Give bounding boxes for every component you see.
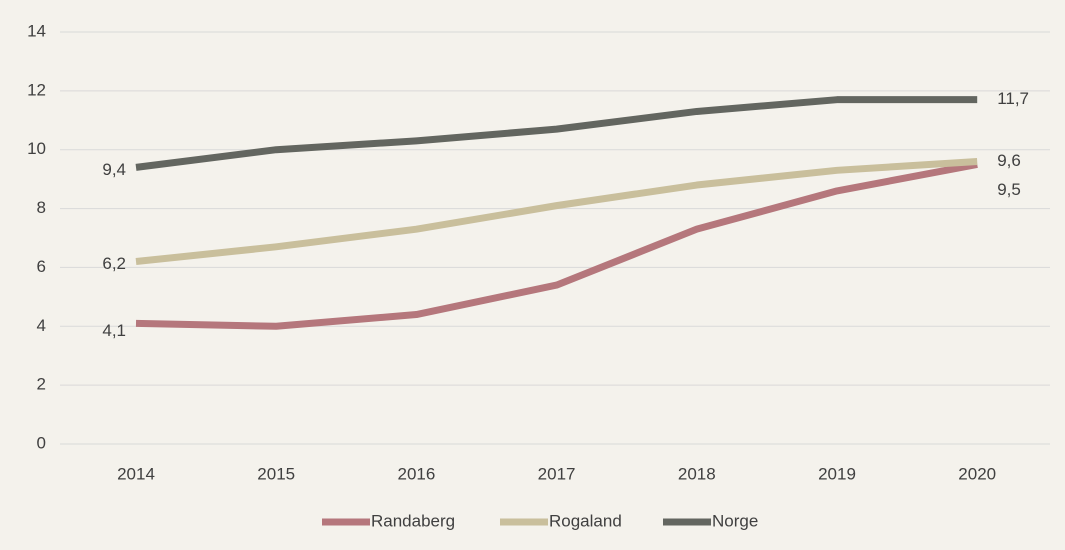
x-tick-label: 2017 bbox=[538, 464, 576, 483]
data-label: 9,4 bbox=[102, 160, 126, 179]
x-tick-label: 2020 bbox=[958, 464, 996, 483]
x-tick-label: 2014 bbox=[117, 464, 155, 483]
y-tick-label: 0 bbox=[37, 433, 46, 452]
data-label: 9,6 bbox=[997, 151, 1021, 170]
y-tick-label: 14 bbox=[27, 21, 46, 40]
legend-label: Norge bbox=[712, 511, 758, 530]
legend-label: Randaberg bbox=[371, 511, 455, 530]
series-line bbox=[135, 96, 978, 171]
series-line bbox=[135, 157, 978, 266]
x-tick-label: 2015 bbox=[257, 464, 295, 483]
y-tick-label: 2 bbox=[37, 375, 46, 394]
data-label: 6,2 bbox=[102, 254, 126, 273]
data-label: 4,1 bbox=[102, 321, 126, 340]
y-tick-label: 10 bbox=[27, 139, 46, 158]
x-tick-label: 2019 bbox=[818, 464, 856, 483]
data-label: 9,5 bbox=[997, 180, 1021, 199]
legend-label: Rogaland bbox=[549, 511, 622, 530]
y-tick-label: 6 bbox=[37, 257, 46, 276]
data-label: 11,7 bbox=[997, 89, 1029, 108]
y-tick-label: 12 bbox=[27, 80, 46, 99]
y-tick-label: 4 bbox=[37, 316, 46, 335]
y-tick-label: 8 bbox=[37, 198, 46, 217]
x-tick-label: 2016 bbox=[397, 464, 435, 483]
x-tick-label: 2018 bbox=[678, 464, 716, 483]
series-line bbox=[135, 160, 978, 330]
